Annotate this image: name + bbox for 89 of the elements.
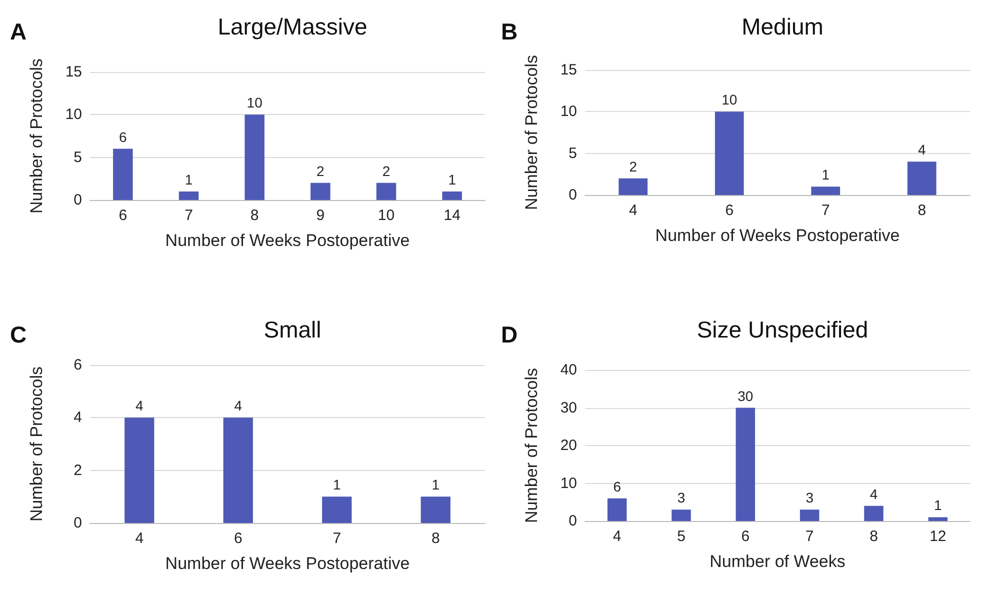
text: C	[10, 322, 27, 348]
x-tick-label: 8	[870, 528, 878, 545]
data-label: 1	[432, 476, 440, 493]
x-tick-label: 7	[821, 202, 830, 219]
x-axis-title: Number of Weeks Postoperative	[165, 554, 410, 573]
x-tick-label: 10	[378, 207, 395, 224]
bar	[178, 191, 199, 200]
x-tick-label: 4	[628, 202, 638, 219]
y-tick-label: 20	[560, 437, 577, 454]
x-axis-title: Number of Weeks	[710, 552, 846, 571]
y-tick-label: 0	[74, 192, 82, 208]
y-axis-title: Number of Protocols	[27, 58, 46, 214]
x-tick-label: 4	[612, 528, 622, 545]
bar	[800, 510, 820, 521]
data-label: 3	[677, 490, 686, 506]
x-tick-label: 6	[741, 528, 750, 545]
data-label: 10	[722, 92, 738, 108]
bar	[864, 506, 884, 521]
chart-title: Large/Massive	[218, 14, 368, 40]
bar	[244, 114, 264, 200]
data-label: 4	[135, 398, 144, 414]
text: A	[10, 18, 27, 44]
y-axis-title: Number of Protocols	[522, 368, 541, 523]
x-tick-label: 7	[332, 530, 342, 547]
data-label: 1	[448, 171, 456, 188]
data-label: 6	[613, 478, 622, 494]
bar	[672, 510, 691, 521]
x-tick-label: 14	[444, 207, 460, 224]
bar	[907, 162, 936, 195]
x-axis-title: Number of Weeks Postoperative	[165, 231, 410, 250]
y-tick-label: 0	[568, 512, 577, 530]
y-tick-label: 15	[560, 62, 577, 78]
data-label: 1	[822, 166, 830, 183]
chart-title: Small	[264, 316, 322, 342]
chart-title: Size Unspecified	[696, 316, 868, 342]
data-label: 3	[806, 490, 814, 506]
y-tick-label: 30	[560, 399, 577, 416]
data-label: 30	[738, 388, 754, 404]
y-tick-label: 2	[74, 462, 82, 479]
bar	[376, 182, 396, 200]
x-tick-label: 7	[805, 528, 814, 545]
x-tick-label: 6	[234, 530, 242, 547]
bar	[928, 517, 948, 521]
data-label: 2	[316, 162, 325, 179]
y-tick-label: 10	[560, 103, 577, 120]
y-tick-label: 4	[74, 409, 82, 426]
data-label: 1	[332, 476, 341, 493]
data-label: 1	[184, 171, 193, 188]
bar	[811, 186, 840, 195]
x-tick-label: 4	[135, 530, 144, 547]
y-tick-label: 0	[74, 514, 82, 532]
y-tick-label: 10	[560, 474, 577, 492]
y-tick-label: 0	[568, 186, 577, 204]
bar	[113, 148, 133, 200]
x-tick-label: 6	[118, 207, 128, 224]
text: D	[501, 322, 518, 348]
x-tick-label: 5	[677, 528, 686, 545]
chart-title: Medium	[742, 14, 824, 40]
y-tick-label: 40	[560, 362, 577, 378]
text: B	[501, 18, 518, 44]
bar	[714, 112, 744, 195]
x-tick-label: 8	[431, 530, 440, 547]
data-label: 10	[246, 94, 263, 111]
x-tick-label: 8	[918, 202, 926, 219]
bar	[607, 498, 627, 521]
y-tick-label: 6	[74, 356, 82, 374]
data-label: 4	[870, 486, 878, 502]
y-tick-label: 15	[65, 64, 82, 80]
data-label: 2	[629, 158, 638, 174]
x-axis-title: Number of Weeks Postoperative	[655, 226, 900, 245]
y-axis-title: Number of Protocols	[27, 366, 46, 522]
x-tick-label: 9	[316, 207, 325, 224]
x-tick-label: 12	[930, 528, 946, 545]
bar	[736, 408, 756, 521]
y-axis-title: Number of Protocols	[522, 55, 541, 210]
data-label: 6	[119, 128, 128, 145]
bar	[442, 191, 462, 200]
data-label: 4	[918, 142, 926, 158]
data-label: 4	[234, 398, 242, 414]
x-tick-label: 7	[184, 207, 193, 224]
x-tick-label: 6	[725, 202, 734, 219]
y-tick-label: 5	[568, 144, 577, 162]
data-label: 1	[934, 497, 942, 514]
bar	[618, 178, 648, 195]
x-tick-label: 8	[250, 207, 259, 224]
y-tick-label: 10	[65, 106, 82, 124]
y-tick-label: 5	[74, 148, 82, 166]
data-label: 2	[382, 162, 390, 179]
bar	[310, 182, 330, 200]
